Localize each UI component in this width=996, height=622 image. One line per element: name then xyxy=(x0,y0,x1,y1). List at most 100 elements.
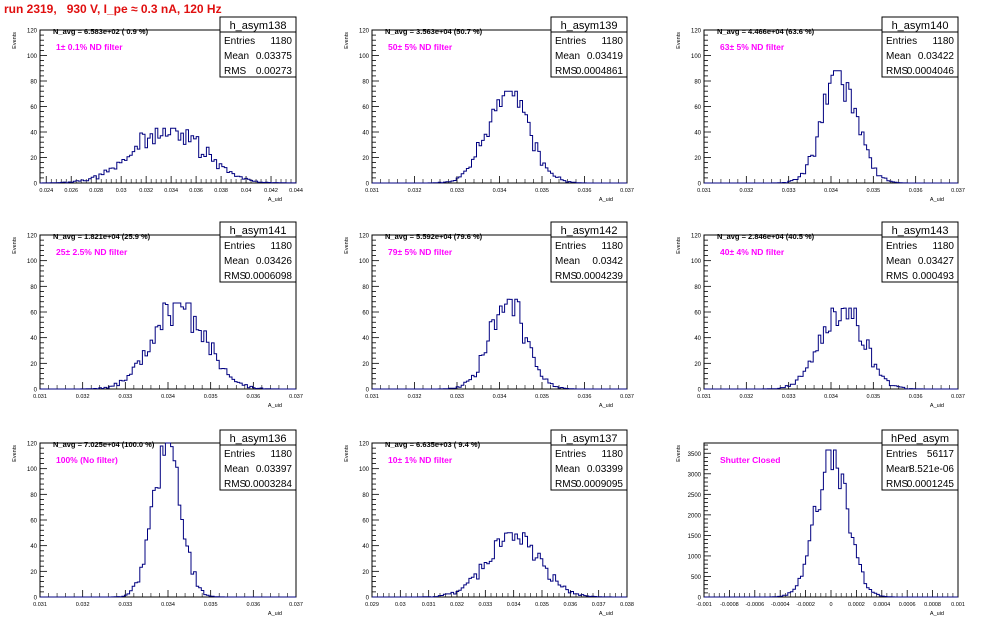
stats-box xyxy=(550,429,628,491)
stats-value: 0.0342 xyxy=(592,256,623,267)
stats-box xyxy=(550,16,628,78)
x-tick-label: 0.033 xyxy=(118,394,132,400)
x-tick-label: 0.0006 xyxy=(899,602,916,608)
x-tick-label: 0.037 xyxy=(951,188,965,194)
x-axis-title: A_uid xyxy=(599,403,613,409)
stats-value: 8.521e-06 xyxy=(909,464,954,475)
x-tick-label: 0.0002 xyxy=(848,602,865,608)
histogram-line xyxy=(372,532,627,598)
y-tick-label: 80 xyxy=(30,493,37,499)
y-tick-label: 80 xyxy=(30,285,37,291)
x-tick-label: 0.035 xyxy=(535,188,549,194)
stats-value: 1180 xyxy=(270,241,292,252)
stats-value: 0.03399 xyxy=(587,464,624,475)
y-tick-label: 100 xyxy=(27,259,38,265)
stats-key: Entries xyxy=(886,449,917,460)
stats-key: RMS xyxy=(555,66,578,77)
y-tick-label: 20 xyxy=(694,156,701,162)
y-tick-label: 40 xyxy=(30,336,37,342)
y-axis-title: Events xyxy=(12,445,18,462)
y-tick-label: 60 xyxy=(362,519,369,525)
x-tick-label: 0.035 xyxy=(535,602,549,608)
stats-key: Mean xyxy=(886,256,911,267)
y-tick-label: 80 xyxy=(30,80,37,86)
stats-key: Entries xyxy=(555,36,586,47)
stats-value: 0.0001245 xyxy=(907,479,955,490)
navg-label: N_avg = 3.563e+04 (50.7 %) xyxy=(385,27,483,36)
x-tick-label: 0.036 xyxy=(578,188,592,194)
x-tick-label: 0.028 xyxy=(89,188,103,194)
y-tick-label: 40 xyxy=(362,336,369,342)
stats-box xyxy=(881,221,959,283)
y-tick-label: 20 xyxy=(362,362,369,368)
y-tick-label: 100 xyxy=(359,259,370,265)
y-tick-label: 100 xyxy=(359,467,370,473)
stats-key: RMS xyxy=(886,479,909,490)
x-tick-label: 0.031 xyxy=(33,602,47,608)
stats-key: Entries xyxy=(555,449,586,460)
y-tick-label: 1500 xyxy=(688,534,702,540)
histogram-line xyxy=(372,298,627,390)
y-tick-label: 60 xyxy=(30,519,37,525)
stats-title: h_asym138 xyxy=(230,20,287,32)
y-tick-label: 120 xyxy=(691,234,702,240)
x-tick-label: 0.033 xyxy=(782,394,796,400)
y-tick-label: 20 xyxy=(30,156,37,162)
y-tick-label: 60 xyxy=(362,105,369,111)
x-tick-label: 0.032 xyxy=(76,602,90,608)
x-tick-label: 0.034 xyxy=(164,188,178,194)
y-tick-label: 1000 xyxy=(688,554,702,560)
y-axis-title: Events xyxy=(12,237,18,254)
x-axis-title: A_uid xyxy=(599,197,613,203)
stats-value: 1180 xyxy=(932,241,954,252)
histogram-pad-h_asym136: 0 20 40 60 80 100 120 0.031 0.032 0.033 0.034 0.035… xyxy=(12,429,303,617)
x-tick-label: 0.032 xyxy=(139,188,153,194)
y-tick-label: 20 xyxy=(694,362,701,368)
x-tick-label: 0 xyxy=(829,602,832,608)
x-tick-label: 0.037 xyxy=(592,602,606,608)
y-tick-label: 80 xyxy=(362,80,369,86)
stats-title: h_asym137 xyxy=(561,433,618,445)
stats-title: h_asym140 xyxy=(892,20,949,32)
histogram-line xyxy=(40,442,296,598)
stats-key: Entries xyxy=(224,241,255,252)
stats-key: Mean xyxy=(555,51,580,62)
stats-value: 0.0004861 xyxy=(576,66,624,77)
x-tick-label: 0.001 xyxy=(951,602,965,608)
stats-key: Mean xyxy=(886,51,911,62)
y-tick-label: 40 xyxy=(362,131,369,137)
y-tick-label: 0 xyxy=(366,596,370,602)
x-tick-label: 0.036 xyxy=(563,602,577,608)
y-tick-label: 120 xyxy=(359,442,370,448)
y-tick-label: 80 xyxy=(362,493,369,499)
y-axis-title: Events xyxy=(344,237,350,254)
stats-key: Entries xyxy=(886,241,917,252)
x-tick-label: 0.034 xyxy=(507,602,521,608)
stats-title: h_asym142 xyxy=(561,225,618,237)
stats-key: RMS xyxy=(224,66,247,77)
histogram-line xyxy=(704,70,958,184)
x-tick-label: 0.03 xyxy=(395,602,406,608)
y-tick-label: 80 xyxy=(362,285,369,291)
x-tick-label: 0.034 xyxy=(493,394,507,400)
y-axis-title: Events xyxy=(676,445,682,462)
navg-label: N_avg = 7.025e+04 (100.0 %) xyxy=(53,440,155,449)
histogram-line xyxy=(704,449,958,598)
stats-box xyxy=(219,429,297,491)
x-tick-label: 0.034 xyxy=(493,188,507,194)
y-tick-label: 20 xyxy=(362,570,369,576)
histogram-pad-h_asym142: 0 20 40 60 80 100 120 0.031 0.032 0.033 0.034 0.035… xyxy=(344,221,634,409)
y-tick-label: 100 xyxy=(27,467,38,473)
x-axis-title: A_uid xyxy=(930,403,944,409)
x-tick-label: 0.036 xyxy=(246,602,260,608)
y-tick-label: 0 xyxy=(34,388,38,394)
stats-value: 1180 xyxy=(601,241,623,252)
x-axis-title: A_uid xyxy=(599,611,613,617)
x-tick-label: 0.038 xyxy=(214,188,228,194)
x-tick-label: 0.035 xyxy=(866,394,880,400)
y-tick-label: 20 xyxy=(30,570,37,576)
stats-key: Mean xyxy=(224,464,249,475)
stats-value: 0.03427 xyxy=(918,256,955,267)
x-tick-label: -0.0006 xyxy=(745,602,764,608)
stats-title: h_asym136 xyxy=(230,433,287,445)
